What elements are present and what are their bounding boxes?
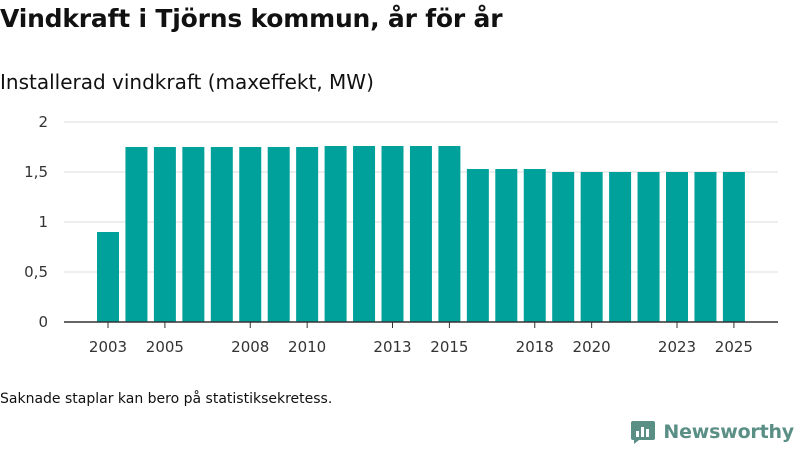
bar-2003 [97, 232, 119, 322]
bar-2014 [409, 146, 432, 322]
x-tick-label: 2018 [516, 338, 554, 356]
bar-2020 [580, 172, 603, 322]
newsworthy-logo-icon [631, 421, 656, 444]
x-tick-label: 2013 [373, 338, 411, 356]
bar-2008 [239, 147, 262, 322]
footnote: Saknade staplar kan bero på statistiksek… [0, 391, 333, 407]
y-tick-label: 1 [38, 213, 48, 231]
chart-title: Vindkraft i Tjörns kommun, år för år [0, 4, 503, 33]
x-tick-label: 2008 [231, 338, 269, 356]
bar-2006 [182, 147, 205, 322]
bar-2009 [267, 147, 290, 322]
x-tick-label: 2010 [288, 338, 326, 356]
x-tick-label: 2003 [89, 338, 127, 356]
bar-2011 [324, 146, 347, 322]
bar-2004 [125, 147, 148, 322]
bar-2019 [552, 172, 575, 322]
x-tick-label: 2025 [715, 338, 753, 356]
brand-name: Newsworthy [663, 421, 794, 443]
bar-chart: 0 0,5 1 1,5 2 2003 2005 2008 2010 2013 2015 2018 202… [24, 113, 778, 356]
x-tick-label: 2020 [573, 338, 611, 356]
x-tick-label: 2023 [658, 338, 696, 356]
y-tick-label: 1,5 [24, 163, 48, 181]
bar-2017 [495, 169, 518, 322]
x-tick-label: 2005 [146, 338, 184, 356]
bar-2022 [637, 172, 660, 322]
bar-2013 [381, 146, 404, 322]
x-tick-label: 2015 [430, 338, 468, 356]
bar-2007 [210, 147, 233, 322]
bar-2016 [466, 169, 489, 322]
chart-subtitle: Installerad vindkraft (maxeffekt, MW) [0, 70, 374, 94]
bar-2024 [694, 172, 717, 322]
y-tick-label: 2 [38, 113, 48, 131]
y-tick-label: 0,5 [24, 263, 48, 281]
bar-2021 [609, 172, 632, 322]
bar-2023 [666, 172, 688, 322]
brand[interactable]: Newsworthy [630, 419, 794, 445]
bar-2015 [438, 146, 461, 322]
bar-2005 [153, 147, 176, 322]
bar-2018 [523, 169, 546, 322]
y-tick-label: 0 [38, 313, 48, 331]
bar-2025 [722, 172, 745, 322]
bar-2012 [353, 146, 376, 322]
bar-2010 [296, 147, 319, 322]
